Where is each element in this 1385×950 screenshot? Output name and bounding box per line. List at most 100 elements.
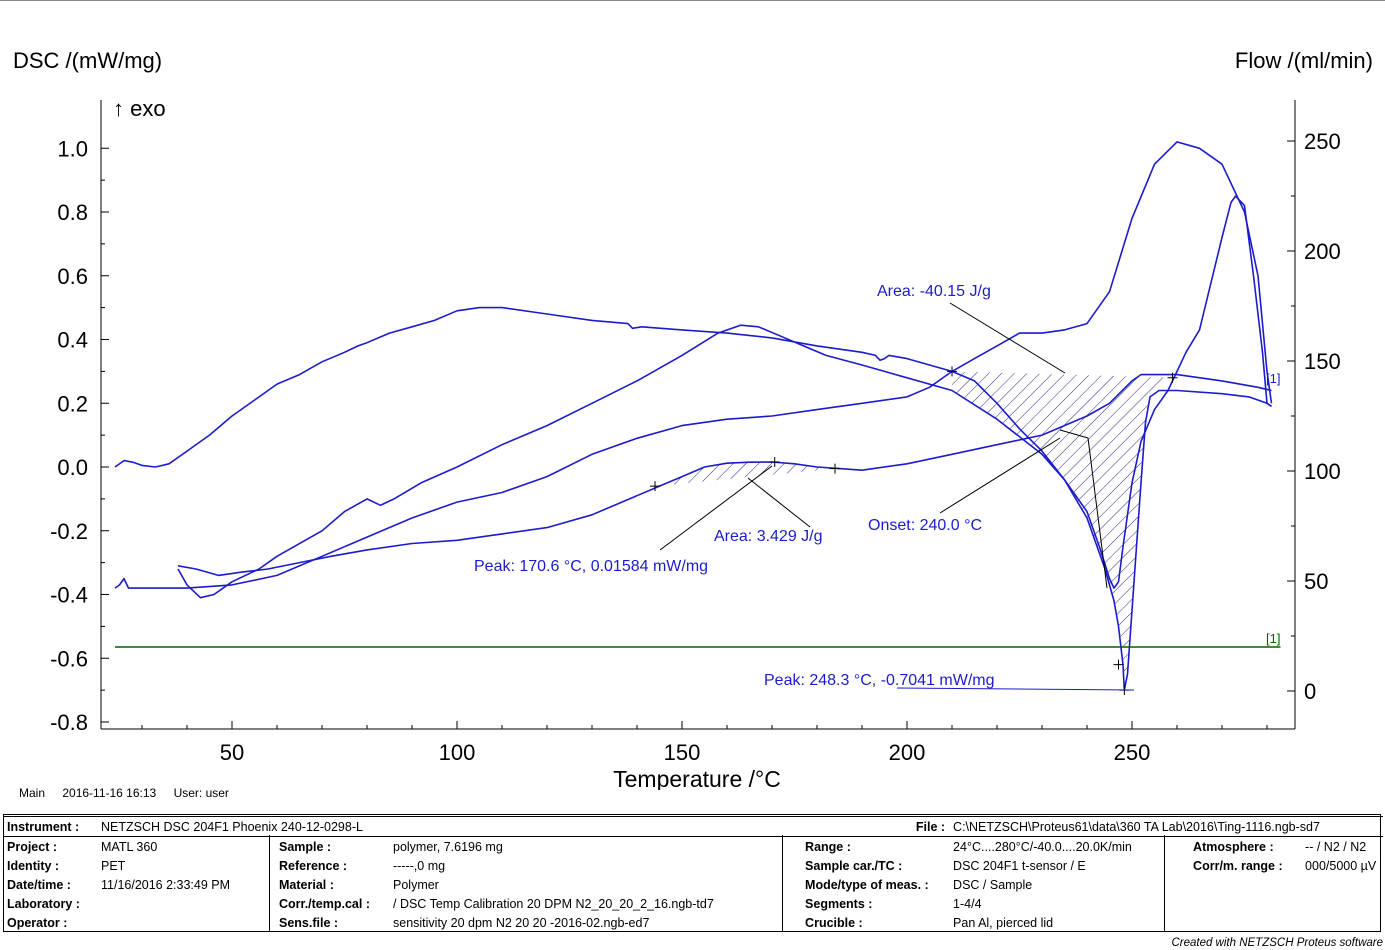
info-row-2: Identity : PET Reference : -----,0 mg Sa…: [3, 856, 1383, 875]
mode-key: Mode/type of meas. :: [805, 877, 929, 892]
material-key: Material :: [279, 877, 334, 892]
footer-datetime: 2016-11-16 16:13: [62, 786, 157, 800]
corr-value: / DSC Temp Calibration 20 DPM N2_20_20_2…: [393, 896, 714, 911]
y-left-tick-label: -0.2: [50, 519, 88, 544]
peak2-leader: [896, 687, 1135, 691]
chart-annotations: Area: -40.15 J/g Area: 3.429 J/g Onset: 24…: [474, 283, 1280, 696]
y-right-tick-label: 0: [1304, 679, 1316, 704]
info-row-instrument: Instrument : NETZSCH DSC 204F1 Phoenix 2…: [3, 816, 1383, 837]
onset-tangent-2: [1087, 437, 1108, 589]
identity-value: PET: [101, 858, 126, 873]
exo-label: ↑ exo: [113, 96, 166, 121]
sens-key: Sens.file :: [279, 915, 339, 930]
credit-text: Created with NETZSCH Proteus software: [1171, 937, 1383, 949]
datetime-key: Date/time :: [7, 877, 71, 892]
info-divider-3: [1164, 835, 1165, 932]
x-tick-label: 150: [664, 740, 701, 765]
info-row-4: Laboratory : Corr./temp.cal : / DSC Temp…: [3, 894, 1383, 913]
series-line-1: [114, 195, 1272, 589]
info-divider-2: [782, 835, 783, 932]
footer-line: Main 2016-11-16 16:13 User: user: [19, 786, 243, 800]
project-value: MATL 360: [101, 839, 158, 854]
info-row-5: Operator : Sens.file : sensitivity 20 dp…: [3, 913, 1383, 932]
atmosphere-key: Atmosphere :: [1193, 839, 1274, 854]
area1-label: Area: -40.15 J/g: [877, 283, 991, 300]
series-line-3: [114, 141, 1273, 589]
y-right-axis-label: Flow /(ml/min): [1235, 48, 1373, 73]
y-left-tick-label: 0.2: [57, 391, 88, 416]
y-left-tick-label: 1.0: [57, 136, 88, 161]
segments-key: Segments :: [805, 896, 873, 911]
info-row-3: Date/time : 11/16/2016 2:33:49 PM Materi…: [3, 875, 1383, 894]
y-left-tick-label: 0.0: [57, 455, 88, 480]
hatched-areas: [655, 371, 1173, 691]
series-line-2: [177, 324, 1272, 691]
onset-tangent: [1059, 429, 1089, 439]
series-line-4: [177, 373, 1272, 577]
segment-marker-blue: [1]: [1266, 371, 1280, 386]
y-left-tick-label: 0.6: [57, 264, 88, 289]
project-key: Project :: [7, 839, 58, 854]
y-left-tick-label: 0.4: [57, 328, 88, 353]
reference-value: -----,0 mg: [393, 858, 446, 873]
x-tick-label: 250: [1114, 740, 1151, 765]
x-tick-label: 200: [889, 740, 926, 765]
sens-value: sensitivity 20 dpm N2 20 20 -2016-02.ngb…: [393, 915, 650, 930]
corr-key: Corr./temp.cal :: [279, 896, 370, 911]
reference-key: Reference :: [279, 858, 348, 873]
y-left-tick-label: -0.8: [50, 710, 88, 735]
dsc-chart: 50 100 150 200 250 1.0 0.8 0.6 0.4 0.2 0.0 -0.2 -0.4…: [13, 48, 1373, 790]
info-box: [3, 814, 1381, 932]
y-left-tick-label: 0.8: [57, 200, 88, 225]
segment-marker-green: [1]: [1266, 631, 1280, 646]
corrm-value: 000/5000 µV: [1305, 858, 1377, 873]
crucible-value: Pan Al, pierced lid: [953, 915, 1054, 930]
corrm-key: Corr/m. range :: [1193, 858, 1283, 873]
sample-value: polymer, 7.6196 mg: [393, 839, 503, 854]
y-left-axis-label: DSC /(mW/mg): [13, 48, 162, 73]
crucible-key: Crucible :: [805, 915, 863, 930]
y-left-tick-label: -0.4: [50, 583, 88, 608]
file-key: File :: [801, 816, 950, 837]
laboratory-value: [97, 894, 275, 913]
range-key: Range :: [805, 839, 851, 854]
file-value: C:\NETZSCH\Proteus61\data\360 TA Lab\201…: [949, 816, 1383, 837]
info-divider-1: [269, 835, 270, 932]
samplecar-key: Sample car./TC :: [805, 858, 903, 873]
x-tick-label: 100: [439, 740, 476, 765]
chart-series: [114, 141, 1281, 691]
instrument-key: Instrument :: [3, 816, 97, 837]
identity-key: Identity :: [7, 858, 60, 873]
y-right-tick-label: 250: [1304, 129, 1341, 154]
range-value: 24°C....280°C/-40.0....20.0K/min: [953, 839, 1132, 854]
crystallization-area-hatch: [655, 461, 835, 487]
area2-leader: [747, 477, 811, 528]
y-right-tick-label: 200: [1304, 239, 1341, 264]
material-value: Polymer: [393, 877, 439, 892]
y-right-tick-label: 150: [1304, 349, 1341, 374]
y-right-tick-label: 100: [1304, 459, 1341, 484]
footer-main: Main: [19, 786, 46, 800]
peak1-label: Peak: 170.6 °C, 0.01584 mW/mg: [474, 558, 708, 575]
sample-key: Sample :: [279, 839, 332, 854]
operator-value: [97, 913, 275, 932]
onset-leader: [939, 437, 1061, 514]
footer-user: User: user: [173, 786, 229, 800]
window-top-border: [0, 0, 1385, 1]
y-left-tick-label: -0.6: [50, 646, 88, 671]
x-axis-label: Temperature /°C: [613, 766, 781, 790]
atmosphere-value: -- / N2 / N2: [1305, 839, 1367, 854]
laboratory-key: Laboratory :: [7, 896, 80, 911]
info-table: Instrument : NETZSCH DSC 204F1 Phoenix 2…: [3, 816, 1383, 932]
melting-area-hatch: [952, 371, 1173, 691]
peak1-leader: [659, 465, 773, 551]
instrument-value: NETZSCH DSC 204F1 Phoenix 240-12-0298-L: [97, 816, 802, 837]
mode-value: DSC / Sample: [953, 877, 1033, 892]
area2-label: Area: 3.429 J/g: [714, 528, 823, 545]
area1-leader: [949, 302, 1066, 374]
x-tick-label: 50: [220, 740, 244, 765]
samplecar-value: DSC 204F1 t-sensor / E: [953, 858, 1086, 873]
segments-value: 1-4/4: [953, 896, 982, 911]
operator-key: Operator :: [7, 915, 68, 930]
info-row-1: Project : MATL 360 Sample : polymer, 7.6…: [3, 837, 1383, 857]
